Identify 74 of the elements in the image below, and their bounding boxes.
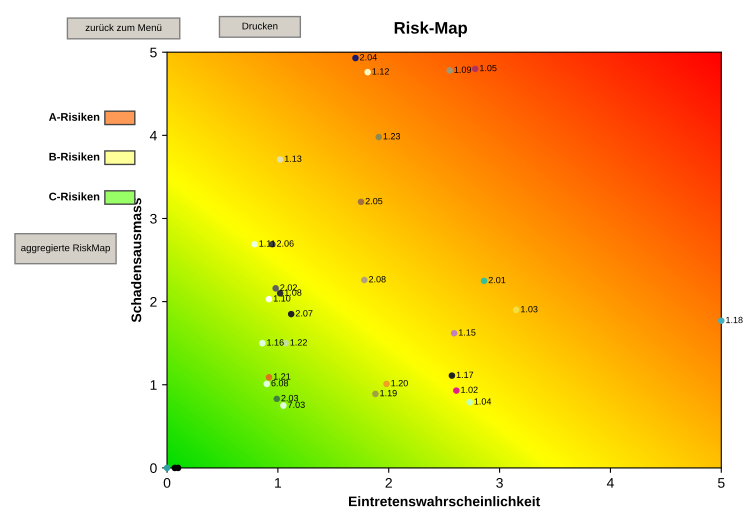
point: [280, 402, 287, 409]
point: [259, 340, 266, 346]
point: [272, 285, 279, 292]
point: [274, 396, 280, 402]
text: zurück zum Menü: [86, 24, 162, 32]
point: [448, 372, 456, 379]
point: [466, 398, 473, 406]
annotation: 2.02: [280, 284, 297, 291]
annotation: 1.23: [384, 133, 400, 140]
y-tick-label: 0: [150, 463, 157, 474]
annotation: 2.05: [366, 198, 382, 204]
y-axis-title: Schadensausmass: [131, 198, 142, 322]
y-tick-label: 1: [150, 380, 157, 390]
point: [718, 317, 725, 324]
annotation: 1.10: [274, 295, 290, 302]
y-tick-label: 3: [150, 214, 157, 224]
annotation: 2.08: [368, 276, 386, 282]
x-tick-label: 0: [164, 478, 170, 488]
point: [266, 374, 272, 381]
annotation: 2.03: [281, 394, 298, 402]
annotation: 6.08: [271, 380, 288, 386]
point: [361, 276, 368, 284]
annotation: 1.15: [458, 329, 476, 336]
x-tick-label: 4: [606, 478, 614, 488]
chart-title: Risk-Map: [394, 22, 468, 38]
annotation: 1.08: [284, 289, 302, 296]
x-tick-label: 5: [718, 478, 725, 488]
x-tick-label: 1: [275, 478, 282, 488]
point: [288, 310, 294, 318]
text: B-Risiken: [49, 152, 100, 161]
y-tick-label: 2: [150, 296, 157, 307]
x-tick-label: 2: [386, 478, 392, 488]
annotation: 1.13: [284, 155, 302, 162]
annotation: 1.22: [290, 339, 307, 346]
y-tick-label: 4: [150, 130, 157, 140]
point: [352, 54, 359, 62]
text: aggregierte RiskMap: [21, 244, 110, 254]
annotation: 1.02: [461, 386, 478, 393]
point: [512, 306, 520, 314]
annotation: 2.01: [488, 276, 506, 284]
annotation: 1.09: [454, 66, 472, 73]
point: [251, 241, 258, 248]
y-tick-label: 5: [150, 48, 157, 58]
annotation: 1.04: [474, 398, 492, 405]
point: [472, 66, 478, 72]
x-axis-title: Eintretenswahrscheinlichkeit: [348, 496, 540, 506]
text: C-Risiken: [49, 192, 100, 200]
annotation: 1.19: [380, 390, 397, 396]
point: [446, 67, 453, 74]
point: [358, 198, 364, 206]
point: [364, 68, 371, 76]
annotation: 7.03: [288, 402, 305, 408]
annotation: 2.06: [276, 240, 294, 247]
annotation: 1.03: [521, 306, 538, 312]
point: [453, 387, 460, 394]
point: [375, 134, 382, 140]
point: [372, 390, 379, 398]
point: [266, 296, 272, 302]
point: [480, 278, 488, 284]
annotation: 1.12: [372, 68, 389, 75]
annotation: 1.21: [274, 373, 290, 380]
point: [264, 380, 270, 388]
annotation: 1.20: [391, 380, 408, 386]
annotation: 2.07: [296, 310, 312, 317]
text: Drucken: [242, 22, 278, 30]
annotation: 2.04: [360, 54, 377, 60]
point: [276, 156, 284, 163]
x-tick-label: 3: [496, 478, 503, 488]
text: A-Risiken: [48, 112, 100, 121]
annotation: 1.05: [480, 64, 497, 72]
annotation: 1.18: [726, 316, 743, 324]
point: [383, 380, 390, 388]
annotation: 1.17: [456, 372, 474, 378]
point: [450, 330, 458, 336]
